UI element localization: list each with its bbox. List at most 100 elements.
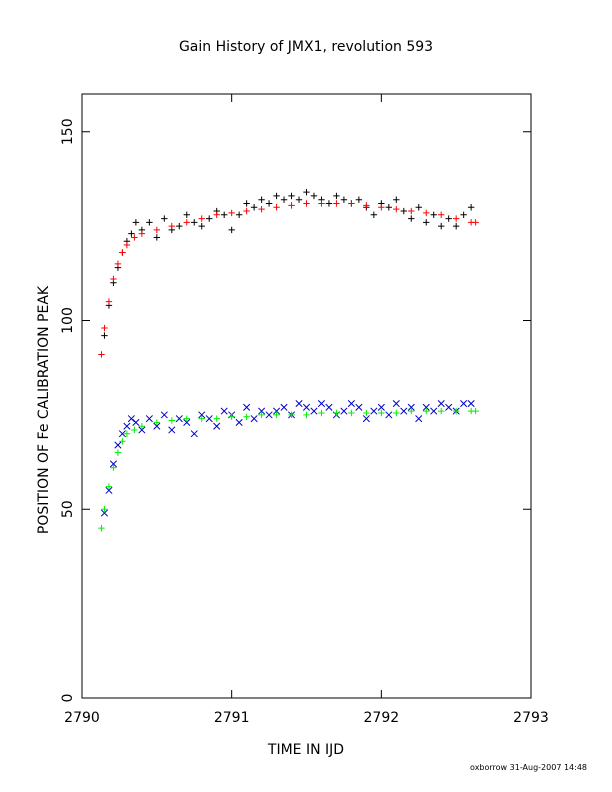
data-point xyxy=(213,211,220,218)
data-point xyxy=(460,399,468,408)
data-point xyxy=(408,215,415,222)
data-point xyxy=(348,200,355,207)
data-point xyxy=(183,415,190,422)
data-point xyxy=(422,403,430,411)
data-point xyxy=(132,418,140,426)
data-point xyxy=(138,423,146,430)
data-point xyxy=(258,411,265,419)
data-point xyxy=(423,219,430,226)
data-point xyxy=(258,196,265,203)
data-point xyxy=(273,411,280,419)
data-point xyxy=(114,260,122,268)
data-point xyxy=(430,407,438,415)
data-point xyxy=(220,407,228,415)
data-point xyxy=(101,332,108,339)
data-point xyxy=(110,464,117,471)
data-point xyxy=(98,524,105,532)
data-point xyxy=(183,211,190,218)
data-point xyxy=(392,399,400,408)
data-point xyxy=(235,418,243,426)
data-point xyxy=(127,415,135,423)
data-point xyxy=(105,298,113,305)
data-point xyxy=(378,409,385,417)
data-point xyxy=(161,215,168,222)
chart-title: Gain History of JMX1, revolution 593 xyxy=(179,39,433,55)
data-point xyxy=(168,222,175,230)
data-point xyxy=(98,351,105,358)
data-point xyxy=(370,211,378,218)
y-axis-label: POSITION OF Fe CALIBRATION PEAK xyxy=(36,285,52,534)
data-point xyxy=(393,409,400,417)
data-point xyxy=(205,415,213,423)
data-point xyxy=(228,209,235,217)
data-point xyxy=(228,226,235,234)
data-point xyxy=(288,202,295,209)
data-point xyxy=(123,422,131,430)
data-point xyxy=(333,192,340,200)
data-point xyxy=(303,200,310,207)
data-point xyxy=(235,211,243,218)
data-point xyxy=(362,415,370,423)
data-point xyxy=(119,249,126,256)
data-point xyxy=(280,196,288,203)
data-point xyxy=(355,403,363,411)
data-point xyxy=(445,403,453,411)
data-point xyxy=(288,411,295,419)
data-point xyxy=(325,403,333,411)
data-point xyxy=(118,430,126,438)
data-point xyxy=(258,407,266,415)
data-point xyxy=(153,419,161,426)
data-point xyxy=(378,204,385,211)
data-point xyxy=(408,407,415,415)
data-point xyxy=(198,415,205,422)
data-point xyxy=(340,196,348,203)
data-point xyxy=(123,430,131,437)
data-point xyxy=(415,204,422,211)
data-point xyxy=(273,407,281,415)
data-point xyxy=(160,411,168,419)
data-point xyxy=(265,200,273,207)
data-point xyxy=(288,192,295,200)
x-tick-label: 2792 xyxy=(364,710,400,726)
data-point xyxy=(452,215,460,222)
x-tick-label: 2791 xyxy=(214,710,250,726)
data-point xyxy=(452,222,460,230)
footer-stamp: oxborrow 31-Aug-2007 14:48 xyxy=(470,763,587,772)
series-1 xyxy=(100,399,475,517)
data-point xyxy=(460,211,467,218)
data-point xyxy=(132,219,140,226)
data-point xyxy=(317,399,326,408)
data-point xyxy=(363,409,370,417)
data-point xyxy=(295,196,303,203)
data-point xyxy=(123,241,131,249)
data-point xyxy=(138,230,146,237)
data-point xyxy=(273,192,280,200)
data-point xyxy=(430,211,437,218)
data-point xyxy=(318,200,325,207)
data-point xyxy=(114,449,122,456)
x-tick-label: 2793 xyxy=(513,710,549,726)
data-point xyxy=(472,219,479,226)
data-point xyxy=(385,411,393,419)
data-point xyxy=(467,399,475,408)
y-tick-label: 100 xyxy=(60,307,76,334)
data-point xyxy=(423,209,430,217)
data-point xyxy=(183,418,191,426)
data-point xyxy=(355,196,363,203)
data-point xyxy=(101,506,108,513)
data-point xyxy=(198,411,206,419)
data-point xyxy=(138,426,146,434)
data-point xyxy=(385,204,393,211)
data-point xyxy=(213,422,221,430)
x-axis-label: TIME IN IJD xyxy=(267,742,344,758)
data-point xyxy=(273,204,280,211)
data-point xyxy=(119,438,126,445)
data-point xyxy=(472,407,479,415)
data-point xyxy=(206,215,213,222)
data-point xyxy=(114,441,122,449)
data-point xyxy=(318,409,325,417)
data-point xyxy=(175,415,183,423)
data-point xyxy=(168,417,175,424)
data-point xyxy=(438,407,445,415)
data-point xyxy=(363,202,370,209)
